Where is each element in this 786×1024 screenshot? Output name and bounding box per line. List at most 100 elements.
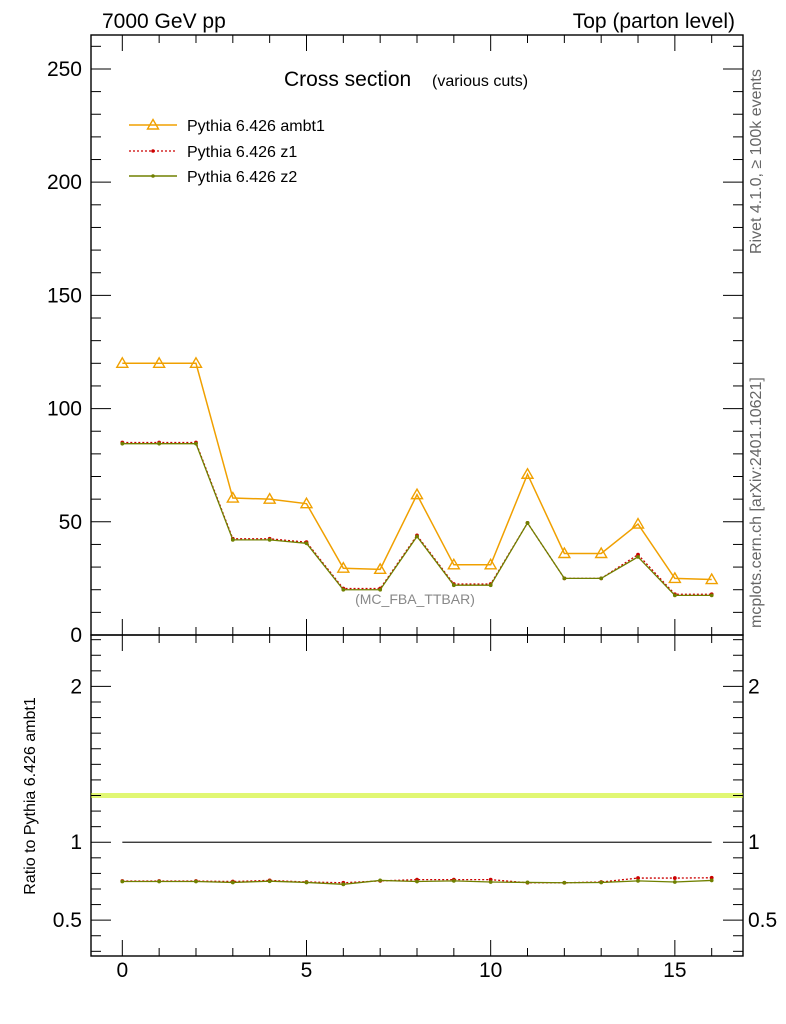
ratio-point-marker xyxy=(672,880,677,884)
data-point-marker xyxy=(525,521,530,525)
main-y-tick-labels: 0 50 100 150 200 250 xyxy=(47,58,82,647)
ratio-y-tick-label: 1 xyxy=(70,831,82,854)
data-point-marker xyxy=(157,441,162,446)
ratio-y-tick-label-right: 1 xyxy=(748,831,760,854)
data-point-marker xyxy=(410,487,424,500)
data-point-marker xyxy=(115,356,130,369)
ratio-point-marker xyxy=(267,879,272,884)
data-point-marker xyxy=(488,583,493,588)
data-point-marker xyxy=(594,546,608,559)
ratio-point-marker xyxy=(157,879,162,884)
data-point-marker xyxy=(299,496,314,509)
ratio-point-marker xyxy=(304,880,309,885)
legend: Pythia 6.426 ambt1 Pythia 6.426 z1 Pythi… xyxy=(129,118,325,186)
ratio-point-marker xyxy=(562,880,567,885)
data-point-marker xyxy=(672,593,677,598)
main-y-tick-label: 200 xyxy=(47,171,82,194)
ratio-y-tick-label: 2 xyxy=(70,675,82,698)
x-tick-labels: 0 5 10 15 xyxy=(116,959,686,982)
legend-label-ambt1: Pythia 6.426 ambt1 xyxy=(187,118,325,135)
data-point-marker xyxy=(378,587,383,592)
main-y-tick-label: 100 xyxy=(47,398,82,421)
chart-title: Cross section xyxy=(284,68,411,91)
rivet-version-text: Rivet 4.1.0, ≥ 100k events xyxy=(748,69,765,254)
ratio-x-ticks xyxy=(121,635,713,956)
data-point-marker xyxy=(267,538,272,542)
ratio-point-marker xyxy=(636,876,640,880)
data-point-marker xyxy=(483,557,498,570)
data-point-marker xyxy=(557,546,572,559)
data-point-marker xyxy=(451,583,456,588)
data-point-marker xyxy=(373,562,387,575)
ratio-point-marker xyxy=(525,880,530,885)
energy-label: 7000 GeV pp xyxy=(102,10,226,33)
data-point-marker xyxy=(336,561,351,573)
ratio-point-marker xyxy=(194,879,198,884)
data-point-marker xyxy=(704,572,719,585)
data-point-marker xyxy=(120,441,125,446)
ratio-point-marker xyxy=(709,875,714,880)
data-point-marker xyxy=(304,541,309,546)
ratio-point-marker xyxy=(636,878,640,883)
analysis-label: (MC_FBA_TTBAR) xyxy=(355,591,475,607)
data-point-marker xyxy=(631,517,645,529)
data-point-marker xyxy=(668,571,682,584)
main-y-tick-label: 150 xyxy=(47,284,82,307)
series-line-1 xyxy=(122,441,712,595)
data-point-marker xyxy=(415,534,419,539)
ratio-point-marker xyxy=(709,878,714,883)
ratio-point-marker xyxy=(488,880,493,884)
ratio-y-ticks xyxy=(91,639,743,952)
main-y-tick-label: 0 xyxy=(70,624,82,647)
data-point-marker xyxy=(599,576,604,581)
ratio-point-marker xyxy=(378,878,383,883)
main-series xyxy=(115,356,719,598)
ratio-y-tick-labels: 0.5 0.5 1 1 2 2 xyxy=(53,675,777,932)
ratio-point-marker xyxy=(451,878,456,883)
ratio-y-tick-label-right: 0.5 xyxy=(748,909,777,932)
legend-label-z2: Pythia 6.426 z2 xyxy=(187,169,297,186)
ratio-y-tick-label: 0.5 xyxy=(53,909,82,932)
x-tick-label: 10 xyxy=(479,959,502,982)
ratio-y-tick-label-right: 2 xyxy=(748,675,760,698)
data-point-marker xyxy=(562,576,567,581)
x-tick-label: 15 xyxy=(663,959,686,982)
ratio-point-marker xyxy=(230,880,235,885)
data-point-marker xyxy=(447,557,461,570)
x-tick-label: 0 xyxy=(116,959,128,982)
mcplots-text: mcplots.cern.ch [arXiv:2401.10621] xyxy=(748,377,765,628)
main-x-ticks xyxy=(121,35,713,635)
ratio-point-marker xyxy=(672,876,677,880)
chart-subtitle: (various cuts) xyxy=(432,73,528,90)
ratio-uncertainty-band xyxy=(91,793,743,798)
process-label: Top (parton level) xyxy=(573,10,735,33)
legend-marker-z2 xyxy=(151,174,155,178)
data-point-marker xyxy=(341,587,346,592)
data-point-marker xyxy=(226,491,240,503)
ratio-ylabel: Ratio to Pythia 6.426 ambt1 xyxy=(22,697,39,895)
ratio-panel: 0.5 0.5 1 1 2 2 0 5 10 15 Ratio to Pythia 6.426 … xyxy=(22,634,777,982)
data-point-marker xyxy=(194,441,198,446)
data-point-marker xyxy=(189,356,203,369)
series-line-2 xyxy=(122,443,712,597)
ratio-series xyxy=(120,841,714,887)
data-point-marker xyxy=(230,538,235,542)
data-point-marker xyxy=(709,593,714,598)
main-y-tick-label: 250 xyxy=(47,58,82,81)
main-y-ticks xyxy=(91,45,743,636)
data-point-marker xyxy=(262,492,277,504)
ratio-point-marker xyxy=(599,880,604,885)
data-point-marker xyxy=(152,356,166,369)
main-y-tick-label: 50 xyxy=(59,511,82,534)
data-point-marker xyxy=(520,467,535,479)
ratio-point-marker xyxy=(415,879,419,884)
ratio-point-marker xyxy=(341,882,346,887)
main-panel: 0 50 100 150 200 250 Cross section (various c… xyxy=(47,34,744,647)
legend-marker-z1 xyxy=(151,149,155,153)
ratio-point-marker xyxy=(120,879,125,884)
data-point-marker xyxy=(636,554,640,559)
legend-marker-ambt1 xyxy=(146,118,160,130)
x-tick-label: 5 xyxy=(301,959,313,982)
legend-label-z1: Pythia 6.426 z1 xyxy=(187,144,297,161)
